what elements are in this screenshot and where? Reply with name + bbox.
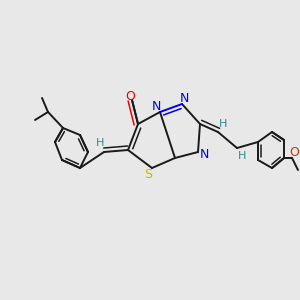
Text: S: S <box>144 169 152 182</box>
Text: H: H <box>96 138 104 148</box>
Text: N: N <box>179 92 189 104</box>
Text: H: H <box>238 151 246 161</box>
Text: N: N <box>151 100 161 113</box>
Text: H: H <box>219 119 227 129</box>
Text: N: N <box>199 148 209 160</box>
Text: O: O <box>289 146 299 158</box>
Text: O: O <box>125 89 135 103</box>
